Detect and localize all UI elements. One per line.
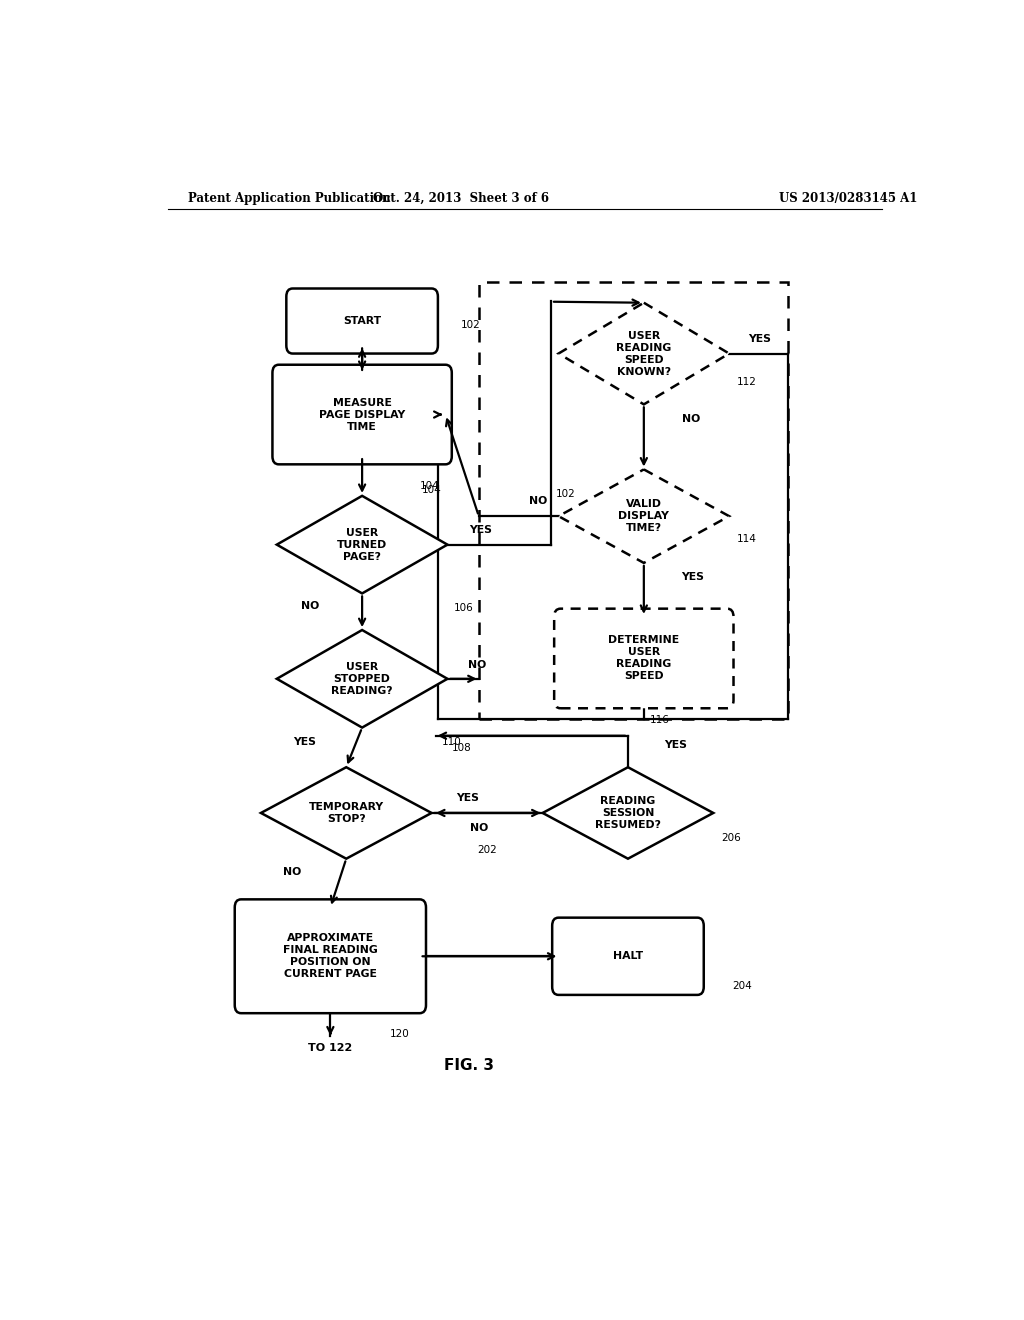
Text: YES: YES <box>469 525 493 536</box>
Text: 114: 114 <box>737 533 757 544</box>
Text: USER
STOPPED
READING?: USER STOPPED READING? <box>332 661 393 696</box>
Text: FIG. 3: FIG. 3 <box>444 1057 495 1073</box>
Text: USER
READING
SPEED
KNOWN?: USER READING SPEED KNOWN? <box>616 330 672 376</box>
Text: 104: 104 <box>420 480 439 491</box>
Text: VALID
DISPLAY
TIME?: VALID DISPLAY TIME? <box>618 499 670 533</box>
Text: 102: 102 <box>556 488 575 499</box>
Text: YES: YES <box>682 572 705 582</box>
Text: YES: YES <box>748 334 771 345</box>
FancyBboxPatch shape <box>287 289 438 354</box>
Text: YES: YES <box>294 737 316 747</box>
Text: NO: NO <box>468 660 486 669</box>
Bar <box>479 282 788 719</box>
Text: US 2013/0283145 A1: US 2013/0283145 A1 <box>778 191 918 205</box>
Text: START: START <box>343 315 381 326</box>
Text: 108: 108 <box>452 743 471 752</box>
Text: 206: 206 <box>721 833 741 843</box>
FancyBboxPatch shape <box>552 917 703 995</box>
FancyBboxPatch shape <box>272 364 452 465</box>
Text: 106: 106 <box>454 603 473 612</box>
Text: 204: 204 <box>733 981 753 991</box>
Text: 104: 104 <box>422 484 441 495</box>
Text: 202: 202 <box>477 845 498 854</box>
Text: Oct. 24, 2013  Sheet 3 of 6: Oct. 24, 2013 Sheet 3 of 6 <box>374 191 549 205</box>
FancyBboxPatch shape <box>554 609 733 709</box>
Text: NO: NO <box>301 601 319 611</box>
Polygon shape <box>261 767 431 859</box>
Text: 120: 120 <box>390 1028 410 1039</box>
Text: Patent Application Publication: Patent Application Publication <box>187 191 390 205</box>
Text: NO: NO <box>284 867 301 876</box>
Polygon shape <box>276 496 447 594</box>
FancyBboxPatch shape <box>234 899 426 1014</box>
Text: 116: 116 <box>649 715 670 726</box>
Polygon shape <box>558 302 729 404</box>
Text: NO: NO <box>470 824 488 833</box>
Text: NO: NO <box>528 496 547 506</box>
Text: YES: YES <box>665 741 687 750</box>
Text: 112: 112 <box>737 378 757 387</box>
Text: MEASURE
PAGE DISPLAY
TIME: MEASURE PAGE DISPLAY TIME <box>319 397 406 432</box>
Text: NO: NO <box>682 413 700 424</box>
Polygon shape <box>543 767 714 859</box>
Polygon shape <box>558 470 729 562</box>
Text: 110: 110 <box>442 737 462 747</box>
Text: 102: 102 <box>461 319 481 330</box>
Polygon shape <box>276 630 447 727</box>
Text: TO 122: TO 122 <box>308 1043 352 1053</box>
Text: DETERMINE
USER
READING
SPEED: DETERMINE USER READING SPEED <box>608 635 679 681</box>
Text: TEMPORARY
STOP?: TEMPORARY STOP? <box>308 803 384 824</box>
Text: USER
TURNED
PAGE?: USER TURNED PAGE? <box>337 528 387 561</box>
Text: YES: YES <box>457 793 479 803</box>
Text: HALT: HALT <box>613 952 643 961</box>
Text: READING
SESSION
RESUMED?: READING SESSION RESUMED? <box>595 796 660 830</box>
Text: APPROXIMATE
FINAL READING
POSITION ON
CURRENT PAGE: APPROXIMATE FINAL READING POSITION ON CU… <box>283 933 378 979</box>
